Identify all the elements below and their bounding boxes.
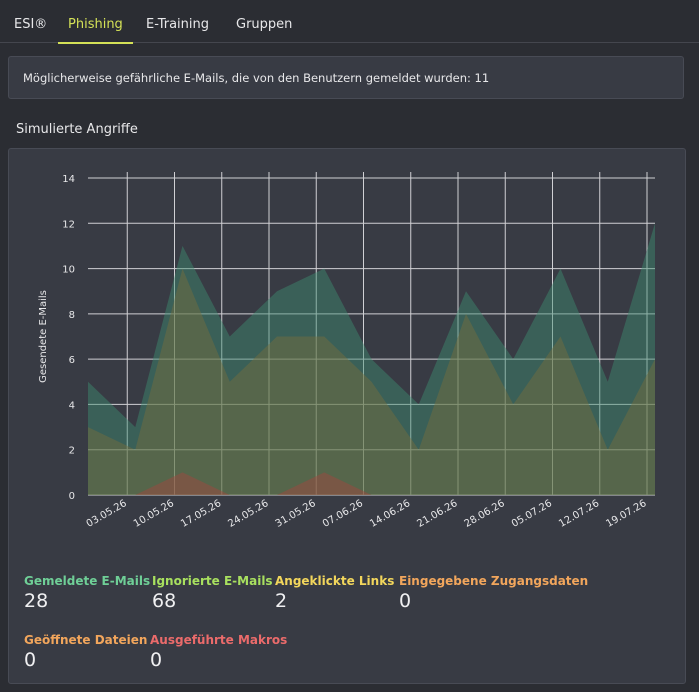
y-axis-label: Gesendete E-Mails xyxy=(38,290,49,383)
area xyxy=(88,268,655,495)
tab[interactable]: Gruppen xyxy=(236,17,293,32)
tab-bar: ESI® Phishing E-Training Gruppen xyxy=(0,0,699,44)
x-tick-label: 19.07.26 xyxy=(604,498,648,530)
x-tick-label: 10.05.26 xyxy=(132,498,176,530)
x-tick-label: 12.07.26 xyxy=(557,498,601,530)
y-tick-label: 6 xyxy=(69,355,75,366)
stat-value: 0 xyxy=(399,590,412,612)
y-tick-label: 8 xyxy=(69,310,75,321)
stat-value: 28 xyxy=(24,590,49,612)
notice: Möglicherweise gefährliche E-Mails, die … xyxy=(8,56,684,99)
section-title: Simulierte Angriffe xyxy=(16,122,138,137)
stat-label: Angeklickte Links xyxy=(275,574,395,588)
x-tick-label: 24.05.26 xyxy=(226,498,270,530)
stat-label: Gemeldete E-Mails xyxy=(24,574,151,588)
y-tick-label: 14 xyxy=(62,174,75,185)
stat-label: Ignorierte E-Mails xyxy=(152,574,273,588)
x-tick-label: 14.06.26 xyxy=(368,498,412,530)
stat-value: 0 xyxy=(150,649,163,671)
stat-label: Eingegebene Zugangsdaten xyxy=(399,574,589,588)
tab[interactable]: E-Training xyxy=(146,17,210,32)
x-tick-label: 31.05.26 xyxy=(274,498,318,530)
stat-label: Geöffnete Dateien xyxy=(24,633,148,647)
x-tick-label: 17.05.26 xyxy=(179,498,223,530)
x-tick-label: 07.06.26 xyxy=(321,498,365,530)
x-tick-label: 28.06.26 xyxy=(463,498,507,530)
y-tick-label: 4 xyxy=(69,400,75,411)
y-tick-label: 12 xyxy=(62,219,75,230)
x-tick-label: 21.06.26 xyxy=(415,498,459,530)
stat-value: 68 xyxy=(152,590,177,612)
y-tick-label: 0 xyxy=(69,491,75,502)
tab[interactable]: Phishing xyxy=(58,17,133,44)
stat-value: 0 xyxy=(24,649,37,671)
stat-value: 2 xyxy=(275,590,288,612)
area xyxy=(88,472,655,495)
x-tick-label: 03.05.26 xyxy=(85,498,129,530)
y-tick-label: 2 xyxy=(69,446,75,457)
y-tick-label: 10 xyxy=(62,265,75,276)
stat-label: Ausgeführte Makros xyxy=(150,633,288,647)
area xyxy=(88,223,655,496)
x-tick-label: 05.07.26 xyxy=(510,498,554,530)
tab[interactable]: ESI® xyxy=(14,17,48,32)
panel xyxy=(8,148,686,684)
